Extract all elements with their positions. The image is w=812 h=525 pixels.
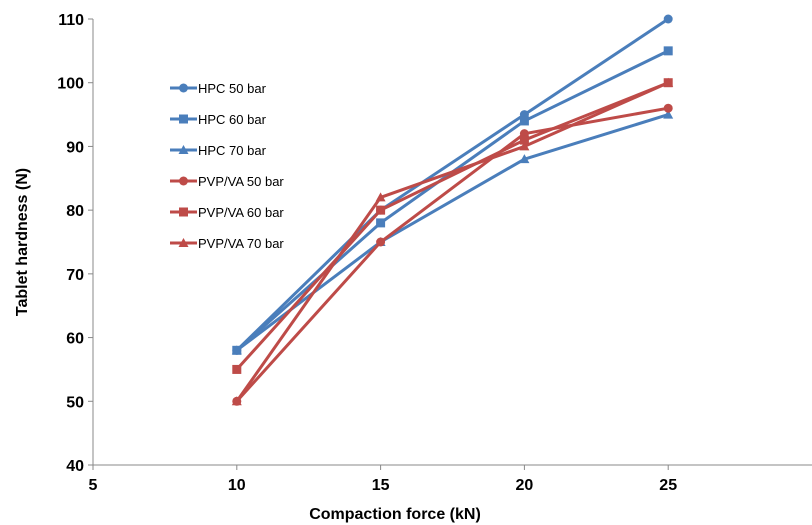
- data-point: [663, 109, 674, 119]
- legend-marker: [178, 145, 189, 154]
- data-point: [231, 396, 242, 406]
- legend-marker: [179, 207, 188, 217]
- series-line: [235, 113, 669, 352]
- data-point: [376, 205, 386, 215]
- y-tick-label: 40: [66, 458, 84, 475]
- legend-label: HPC 70 bar: [198, 143, 267, 158]
- legend-entry: HPC 50 bar: [170, 81, 267, 96]
- legend-label: PVP/VA 50 bar: [198, 174, 284, 189]
- y-tick-label: 90: [66, 139, 84, 156]
- legend-marker: [179, 83, 188, 93]
- legend-entry: HPC 70 bar: [170, 143, 267, 158]
- legend-entry: HPC 60 bar: [170, 112, 267, 127]
- legend-marker: [179, 176, 188, 186]
- axes: [88, 18, 812, 470]
- legend-label: HPC 60 bar: [198, 112, 267, 127]
- y-tick-label: 100: [57, 76, 84, 93]
- y-tick-label: 110: [58, 12, 84, 29]
- x-tick-label: 20: [516, 477, 534, 494]
- data-point: [519, 135, 529, 145]
- legend: HPC 50 bar HPC 60 bar HPC 70 bar PVP/VA 50 …: [170, 81, 284, 251]
- x-tick-label: 5: [89, 477, 98, 494]
- legend-marker: [179, 114, 188, 124]
- legend-entry: PVP/VA 60 bar: [170, 205, 284, 220]
- data-point: [232, 364, 242, 374]
- x-tick-label: 10: [228, 477, 246, 494]
- series-line: [235, 17, 670, 352]
- data-point: [663, 77, 674, 87]
- x-tick-label: 25: [659, 477, 677, 494]
- x-tick-label: 15: [372, 477, 390, 494]
- data-point: [231, 345, 242, 355]
- legend-label: PVP/VA 60 bar: [198, 205, 284, 220]
- series-4: [232, 103, 673, 406]
- legend-entry: PVP/VA 70 bar: [170, 236, 284, 251]
- y-tick-label: 50: [66, 394, 84, 411]
- data-point: [519, 154, 530, 164]
- y-tick-label: 80: [66, 203, 84, 220]
- y-tick-label: 60: [66, 331, 84, 348]
- y-tick-label: 70: [66, 267, 84, 284]
- legend-entry: PVP/VA 50 bar: [170, 174, 284, 189]
- series-3: [231, 109, 674, 355]
- series-layer: [231, 14, 674, 406]
- y-tick-labels: 40 50 60 70 80 90 100 110: [57, 12, 84, 475]
- data-point: [376, 237, 386, 247]
- x-tick-labels: 5 10 15 20 25: [89, 477, 678, 494]
- data-point: [519, 141, 530, 151]
- x-axis-title: Compaction force (kN): [309, 506, 481, 523]
- series-line: [235, 81, 669, 371]
- series-5: [232, 78, 673, 374]
- data-point: [663, 14, 673, 24]
- data-point: [375, 192, 386, 202]
- data-point: [663, 46, 673, 56]
- data-point: [519, 116, 529, 126]
- legend-label: PVP/VA 70 bar: [198, 236, 284, 251]
- legend-marker: [178, 238, 189, 247]
- y-axis-title: Tablet hardness (N): [14, 168, 31, 316]
- series-6: [231, 77, 674, 406]
- data-point: [376, 218, 386, 228]
- series-line: [235, 81, 669, 403]
- series-line: [235, 106, 669, 403]
- legend-label: HPC 50 bar: [198, 81, 267, 96]
- data-point: [663, 103, 673, 113]
